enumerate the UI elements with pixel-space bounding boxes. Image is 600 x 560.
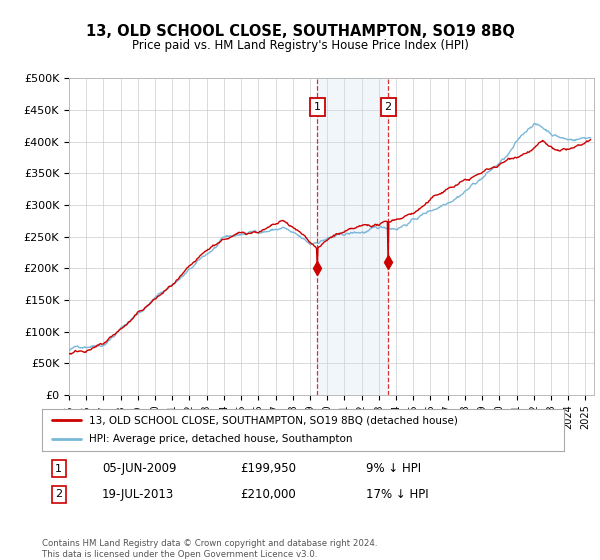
Text: £210,000: £210,000 xyxy=(241,488,296,501)
Text: 9% ↓ HPI: 9% ↓ HPI xyxy=(365,462,421,475)
Text: Price paid vs. HM Land Registry's House Price Index (HPI): Price paid vs. HM Land Registry's House … xyxy=(131,39,469,52)
Text: £199,950: £199,950 xyxy=(241,462,296,475)
Text: 1: 1 xyxy=(55,464,62,474)
Text: 17% ↓ HPI: 17% ↓ HPI xyxy=(365,488,428,501)
Text: 1: 1 xyxy=(314,102,321,112)
Bar xyxy=(317,78,388,395)
Text: 13, OLD SCHOOL CLOSE, SOUTHAMPTON, SO19 8BQ (detached house): 13, OLD SCHOOL CLOSE, SOUTHAMPTON, SO19 … xyxy=(89,415,458,425)
Text: 2: 2 xyxy=(385,102,392,112)
Text: 19-JUL-2013: 19-JUL-2013 xyxy=(102,488,174,501)
Text: 13, OLD SCHOOL CLOSE, SOUTHAMPTON, SO19 8BQ: 13, OLD SCHOOL CLOSE, SOUTHAMPTON, SO19 … xyxy=(86,24,514,39)
Text: HPI: Average price, detached house, Southampton: HPI: Average price, detached house, Sout… xyxy=(89,435,352,445)
Text: 05-JUN-2009: 05-JUN-2009 xyxy=(102,462,176,475)
Text: Contains HM Land Registry data © Crown copyright and database right 2024.
This d: Contains HM Land Registry data © Crown c… xyxy=(42,539,377,559)
Text: 2: 2 xyxy=(55,489,62,500)
